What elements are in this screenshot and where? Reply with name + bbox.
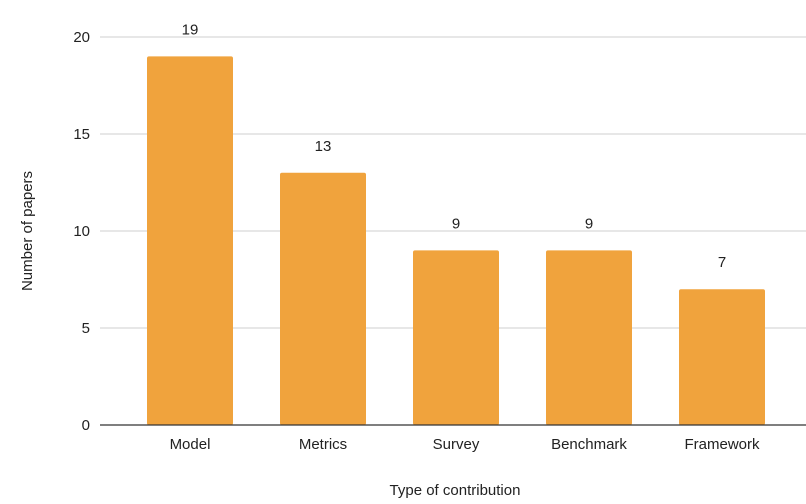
data-label-survey: 9 xyxy=(452,215,460,232)
data-label-framework: 7 xyxy=(718,254,726,271)
y-axis-title: Number of papers xyxy=(19,171,36,291)
y-axis-ticks: 0 5 10 15 20 xyxy=(73,29,90,434)
x-axis-title: Type of contribution xyxy=(390,482,521,499)
bar-metrics xyxy=(280,172,366,425)
bar-framework xyxy=(679,289,765,425)
data-label-benchmark: 9 xyxy=(585,215,593,232)
bar-model xyxy=(147,56,233,426)
y-tick-label: 5 xyxy=(82,320,90,337)
x-tick-label-survey: Survey xyxy=(433,436,480,453)
bar-survey xyxy=(413,250,499,425)
y-tick-label: 0 xyxy=(82,417,90,434)
x-tick-label-metrics: Metrics xyxy=(299,436,347,453)
y-tick-label: 10 xyxy=(73,223,90,240)
x-tick-label-model: Model xyxy=(170,436,211,453)
bars xyxy=(147,56,765,426)
y-tick-label: 20 xyxy=(73,29,90,46)
data-label-model: 19 xyxy=(182,21,199,38)
x-tick-label-benchmark: Benchmark xyxy=(551,436,627,453)
x-tick-label-framework: Framework xyxy=(684,436,760,453)
data-label-metrics: 13 xyxy=(315,138,332,155)
x-axis-categories: Model Metrics Survey Benchmark Framework xyxy=(170,436,760,453)
y-tick-label: 15 xyxy=(73,126,90,143)
bar-benchmark xyxy=(546,250,632,425)
data-labels: 19 13 9 9 7 xyxy=(182,21,727,271)
